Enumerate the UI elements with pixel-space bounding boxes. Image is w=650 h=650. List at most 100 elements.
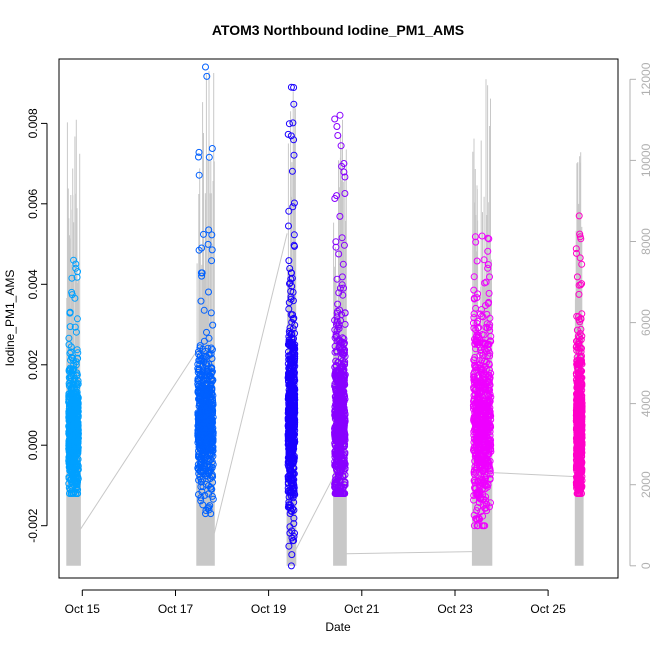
data-point [574,421,582,429]
data-point [334,358,342,366]
y-right-tick-label: 12000 [639,62,650,96]
data-point [70,402,78,409]
data-point [73,372,81,380]
data-point [68,274,76,282]
data-point [65,334,73,342]
data-point [575,418,583,426]
data-point [68,370,76,378]
data-point [66,323,74,331]
data-point [336,212,344,220]
data-point [338,234,346,242]
data-point [291,242,298,250]
data-point [285,207,293,215]
data-point [195,148,203,156]
data-point [470,295,478,303]
data-point [285,305,293,313]
data-point [209,399,217,407]
altitude-trace [66,71,584,566]
data-point [66,308,74,316]
data-point [66,423,74,431]
data-point [195,171,203,179]
data-point [287,340,295,348]
data-point [290,520,298,528]
data-point-max [70,256,78,264]
data-point [207,393,215,401]
data-point [289,398,297,406]
data-point [200,358,208,366]
data-point [288,449,296,456]
data-point [196,344,204,352]
data-point [333,377,341,385]
data-point [194,429,202,437]
y-right-tick-label: 10000 [639,143,650,177]
data-point [198,422,206,430]
data-point [74,466,82,473]
data-point [289,445,297,453]
data-point [206,446,214,454]
data-point [285,257,293,265]
data-point [72,328,80,336]
data-point [486,457,494,465]
data-point [341,190,349,197]
data-point [482,496,490,504]
data-point [334,323,342,331]
series-6 [572,212,586,497]
data-point [482,278,490,286]
data-point [199,501,207,509]
data-point [478,312,486,320]
data-point [286,501,294,509]
data-point [333,275,341,283]
data-point [338,281,346,289]
data-point [481,279,489,287]
data-point [336,306,344,314]
data-point [290,514,298,522]
x-tick-label: Oct 17 [158,602,194,616]
data-point [339,418,347,426]
data-point [286,381,294,389]
data-point [574,392,582,400]
data-point [472,304,480,312]
data-point [71,451,79,459]
data-point [470,314,478,322]
data-point [73,470,81,478]
x-axis-label: Date [325,620,351,634]
data-point [73,346,81,354]
data-point [471,413,478,421]
data-point [574,454,582,462]
data-point [573,409,581,417]
data-point [208,346,216,354]
data-point [206,373,214,381]
data-point [289,537,297,545]
data-point [481,481,489,489]
data-point-min [202,510,209,518]
data-point [73,429,81,437]
data-point [288,167,296,175]
data-point [336,340,344,348]
data-point [290,199,298,207]
data-point [487,448,495,455]
data-point [573,273,581,281]
data-point [67,343,75,351]
data-point [577,325,585,333]
y-tick-label: 0.006 [26,188,40,218]
data-point [332,420,340,428]
data-point [573,383,581,391]
data-point [206,399,214,407]
data-point [196,411,204,419]
data-point [483,390,491,398]
data-point [69,365,77,373]
data-point [73,481,81,489]
data-point [203,72,211,80]
data-point [333,444,341,451]
data-point [332,412,340,420]
data-point [333,192,341,200]
data-point [206,413,213,421]
data-point [483,320,491,328]
data-point [68,288,76,296]
data-point [291,405,299,413]
data-point [287,467,295,475]
data-point [201,390,209,398]
data-point [332,243,340,251]
data-point [337,453,345,461]
y-axis-label: Iodine_PM1_AMS [3,270,17,367]
